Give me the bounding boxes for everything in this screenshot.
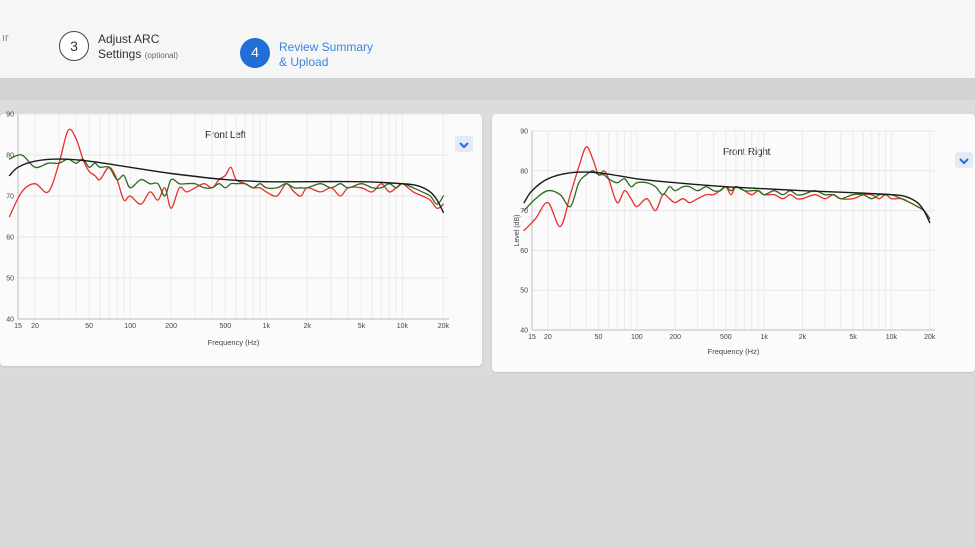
x-tick-label: 200 bbox=[165, 323, 177, 330]
chevron-down-icon bbox=[459, 142, 469, 149]
expand-chevron-button[interactable] bbox=[455, 136, 473, 152]
step-3-optional-tag: (optional) bbox=[144, 51, 179, 60]
y-axis-title: Level (dB) bbox=[514, 215, 521, 247]
x-tick-label: 500 bbox=[219, 323, 231, 330]
y-tick-label: 60 bbox=[6, 235, 14, 242]
x-tick-label: 5k bbox=[358, 323, 366, 330]
y-tick-label: 40 bbox=[6, 317, 14, 324]
step-3-label-line1: Adjust ARC bbox=[98, 32, 160, 46]
step-label-truncated: ır bbox=[2, 32, 9, 44]
y-tick-label: 90 bbox=[6, 112, 14, 119]
x-tick-label: 20k bbox=[924, 334, 936, 341]
y-tick-label: 60 bbox=[520, 248, 528, 255]
step-4-label-line2: & Upload bbox=[279, 55, 329, 69]
y-tick-label: 50 bbox=[520, 288, 528, 295]
x-axis-title: Frequency (Hz) bbox=[708, 347, 760, 356]
measured-response-line bbox=[523, 146, 931, 232]
corrected-response-line bbox=[8, 154, 445, 205]
section-divider-strip bbox=[0, 78, 975, 100]
step-3-label-line2: Settings (optional) bbox=[98, 47, 178, 63]
y-tick-label: 80 bbox=[520, 168, 528, 175]
y-tick-label: 90 bbox=[520, 129, 528, 136]
step-4-label-line1: Review Summary bbox=[279, 40, 374, 54]
x-tick-label: 1k bbox=[263, 323, 271, 330]
x-tick-label: 200 bbox=[669, 334, 681, 341]
y-tick-label: 40 bbox=[520, 328, 528, 335]
y-tick-label: 70 bbox=[520, 208, 528, 215]
x-tick-label: 20 bbox=[31, 323, 39, 330]
step-4-circle-active[interactable]: 4 bbox=[240, 38, 270, 68]
x-tick-label: 5k bbox=[849, 334, 857, 341]
x-tick-label: 2k bbox=[304, 323, 312, 330]
x-axis-title: Frequency (Hz) bbox=[208, 338, 260, 347]
setup-stepper: ır 3 Adjust ARC Settings (optional) 4 Re… bbox=[0, 0, 975, 78]
x-tick-label: 15 bbox=[528, 334, 536, 341]
target-curve-line bbox=[523, 171, 931, 224]
frequency-response-chart-front-right: 40 50 60 70 80 90 15 20 50 100 200 500 1k 2k 5k 10k 20k F… bbox=[514, 129, 936, 357]
expand-chevron-button[interactable] bbox=[955, 152, 973, 168]
x-tick-label: 500 bbox=[720, 334, 732, 341]
chart-panel-front-left: Front Left 40 50 60 70 80 90 15 20 50 100 200 500 1k… bbox=[0, 112, 482, 366]
x-tick-label: 50 bbox=[595, 334, 603, 341]
step-3-label-settings: Settings bbox=[98, 47, 142, 61]
y-tick-label: 80 bbox=[6, 153, 14, 160]
x-tick-label: 15 bbox=[14, 323, 22, 330]
chart-title: Front Right bbox=[723, 147, 771, 158]
x-tick-label: 20 bbox=[544, 334, 552, 341]
x-tick-label: 10k bbox=[397, 323, 409, 330]
y-tick-label: 50 bbox=[6, 276, 14, 283]
step-3-circle[interactable]: 3 bbox=[59, 31, 89, 61]
x-tick-label: 100 bbox=[124, 323, 136, 330]
step-3-label[interactable]: Adjust ARC Settings (optional) bbox=[98, 32, 178, 63]
x-tick-label: 100 bbox=[631, 334, 643, 341]
frequency-response-chart-front-left: 40 50 60 70 80 90 15 20 50 100 200 500 1k 2k 5k 10k 20k F… bbox=[6, 112, 450, 348]
x-tick-label: 10k bbox=[886, 334, 898, 341]
chart-panel-front-right: Front Right 40 50 60 70 80 90 15 20 50 100 200 500 1… bbox=[492, 114, 975, 372]
chevron-down-icon bbox=[959, 158, 969, 165]
y-tick-label: 70 bbox=[6, 194, 14, 201]
page-empty-area bbox=[0, 375, 975, 548]
measured-response-line bbox=[8, 128, 445, 218]
target-curve-line bbox=[8, 158, 445, 214]
x-tick-label: 1k bbox=[760, 334, 768, 341]
step-4-label[interactable]: Review Summary & Upload bbox=[279, 40, 373, 70]
x-tick-label: 20k bbox=[438, 323, 450, 330]
x-tick-label: 50 bbox=[85, 323, 93, 330]
x-tick-label: 2k bbox=[799, 334, 807, 341]
